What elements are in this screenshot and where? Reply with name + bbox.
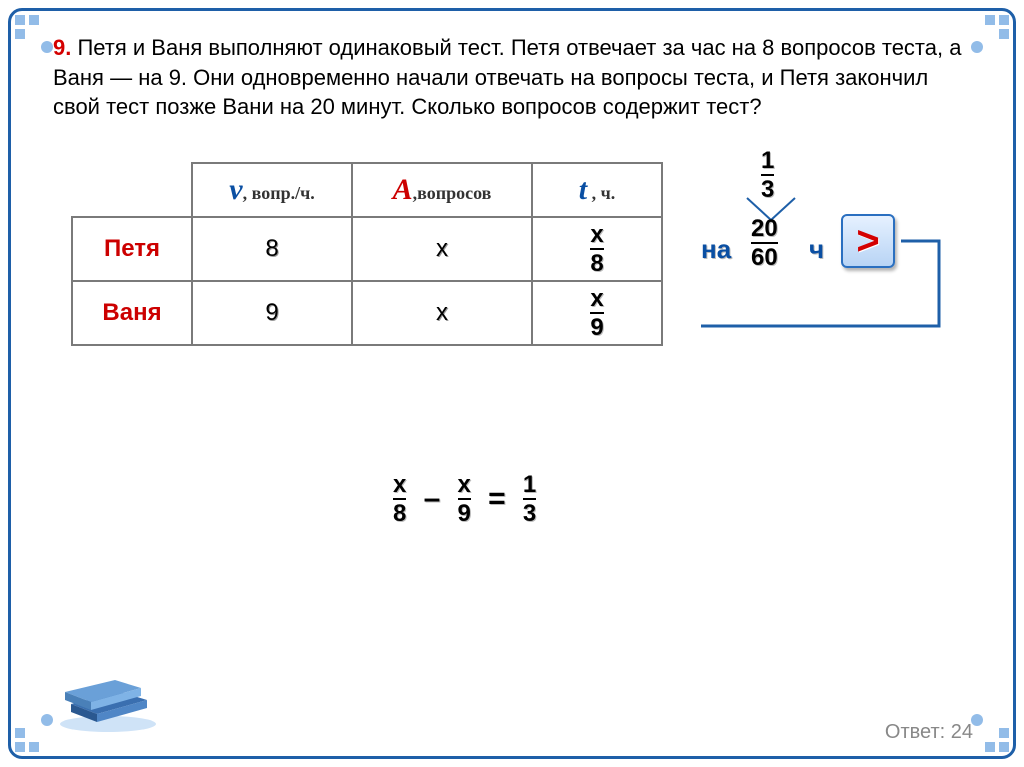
frame-corner-tr — [957, 7, 1017, 67]
col-a-sym: A — [393, 173, 413, 206]
row2-t-frac: x9 — [590, 286, 603, 340]
col-t-sym: t — [579, 173, 587, 206]
equation: x8 – x9 = 13 — [393, 472, 536, 526]
books-icon — [53, 654, 163, 734]
eq-mid-frac: x9 — [458, 472, 471, 526]
col-t-unit: , ч. — [587, 183, 615, 203]
row1-t-frac: x8 — [590, 222, 603, 276]
slide-frame: 9. Петя и Ваня выполняют одинаковый тест… — [8, 8, 1016, 759]
answer-label: Ответ: 24 — [885, 721, 973, 744]
data-table: v, вопр./ч. A,вопросов t , ч. Петя 8 x x… — [71, 162, 663, 346]
right-annotation: 13 на 2060 ч > — [701, 158, 1001, 348]
row1-a: x — [352, 217, 532, 281]
col-a-unit: ,вопросов — [413, 183, 492, 203]
row2-v: 9 — [192, 281, 352, 345]
table-header-row: v, вопр./ч. A,вопросов t , ч. — [72, 163, 662, 217]
eq-left-frac: x8 — [393, 472, 406, 526]
problem-body: Петя и Ваня выполняют одинаковый тест. П… — [53, 35, 961, 119]
comparison-arrow — [701, 158, 1001, 358]
row2-a: x — [352, 281, 532, 345]
col-v-sym: v — [229, 173, 242, 206]
col-v-unit: , вопр./ч. — [243, 183, 315, 203]
row1-v: 8 — [192, 217, 352, 281]
eq-minus: – — [424, 482, 441, 516]
row2-name: Ваня — [72, 281, 192, 345]
problem-text: 9. Петя и Ваня выполняют одинаковый тест… — [11, 11, 1013, 122]
eq-right-frac: 13 — [523, 472, 536, 526]
table-row: Ваня 9 x x9 — [72, 281, 662, 345]
frame-corner-tl — [7, 7, 67, 67]
table-row: Петя 8 x x8 — [72, 217, 662, 281]
eq-equals: = — [488, 482, 506, 516]
row1-name: Петя — [72, 217, 192, 281]
